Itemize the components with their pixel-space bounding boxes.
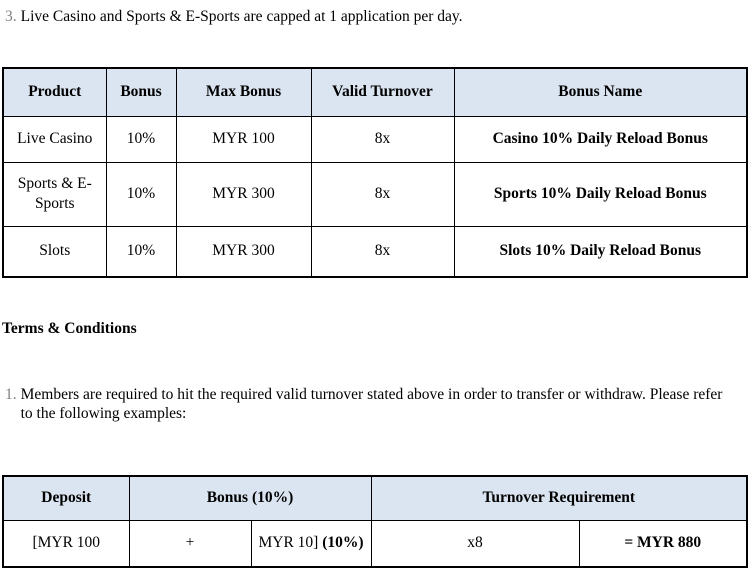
table-row-sports-esports: Sports & E-Sports 10% MYR 300 8x Sports … (2, 161, 748, 227)
col-header-turnover-requirement: Turnover Requirement (370, 475, 748, 521)
cell-valid-turnover: 8x (310, 161, 455, 227)
cell-bonus: 10% (105, 115, 177, 163)
cell-total-turnover: = MYR 880 (578, 519, 748, 568)
cell-plus-sign: + (128, 519, 252, 568)
cap-note-text: Live Casino and Sports & E-Sports are ca… (20, 8, 463, 25)
col-header-deposit: Deposit (2, 475, 130, 521)
cell-bonus-name: Casino 10% Daily Reload Bonus (453, 115, 748, 163)
bonus-amount-text: MYR 10] (258, 534, 323, 552)
cell-product: Sports & E-Sports (2, 161, 107, 227)
table-row-live-casino: Live Casino 10% MYR 100 8x Casino 10% Da… (2, 115, 748, 163)
cap-note: 3. Live Casino and Sports & E-Sports are… (0, 7, 748, 26)
bonus-table-header-row: Product Bonus Max Bonus Valid Turnover B… (2, 67, 748, 117)
cell-valid-turnover: 8x (310, 225, 455, 278)
bonus-table: Product Bonus Max Bonus Valid Turnover B… (2, 67, 748, 278)
cell-max-bonus: MYR 300 (175, 225, 312, 278)
cell-bonus-name: Slots 10% Daily Reload Bonus (453, 225, 748, 278)
cell-product: Slots (2, 225, 107, 278)
terms-conditions-heading: Terms & Conditions (2, 320, 137, 337)
turnover-note: 1. Members are required to hit the requi… (0, 385, 748, 423)
col-header-valid-turnover: Valid Turnover (310, 67, 455, 117)
cap-note-number: 3. (5, 8, 17, 25)
col-header-bonus-10: Bonus (10%) (128, 475, 372, 521)
cell-max-bonus: MYR 100 (175, 115, 312, 163)
cell-bonus: 10% (105, 225, 177, 278)
turnover-example-table: Deposit Bonus (10%) Turnover Requirement… (2, 475, 748, 568)
cell-bonus-amount: MYR 10] (10%) (250, 519, 372, 568)
example-row: [MYR 100 + MYR 10] (10%) x8 = MYR 880 (2, 519, 748, 568)
cell-bonus-name: Sports 10% Daily Reload Bonus (453, 161, 748, 227)
bonus-percent-text: (10%) (322, 534, 364, 552)
cell-valid-turnover: 8x (310, 115, 455, 163)
col-header-product: Product (2, 67, 107, 117)
cell-max-bonus: MYR 300 (175, 161, 312, 227)
cell-multiplier: x8 (370, 519, 580, 568)
cell-product: Live Casino (2, 115, 107, 163)
table-row-slots: Slots 10% MYR 300 8x Slots 10% Daily Rel… (2, 225, 748, 278)
col-header-bonus: Bonus (105, 67, 177, 117)
cell-deposit-amount: [MYR 100 (2, 519, 130, 568)
col-header-max-bonus: Max Bonus (175, 67, 312, 117)
cell-bonus: 10% (105, 161, 177, 227)
col-header-bonus-name: Bonus Name (453, 67, 748, 117)
turnover-note-number: 1. (5, 386, 17, 403)
turnover-note-text: Members are required to hit the required… (20, 386, 723, 422)
example-table-header-row: Deposit Bonus (10%) Turnover Requirement (2, 475, 748, 521)
